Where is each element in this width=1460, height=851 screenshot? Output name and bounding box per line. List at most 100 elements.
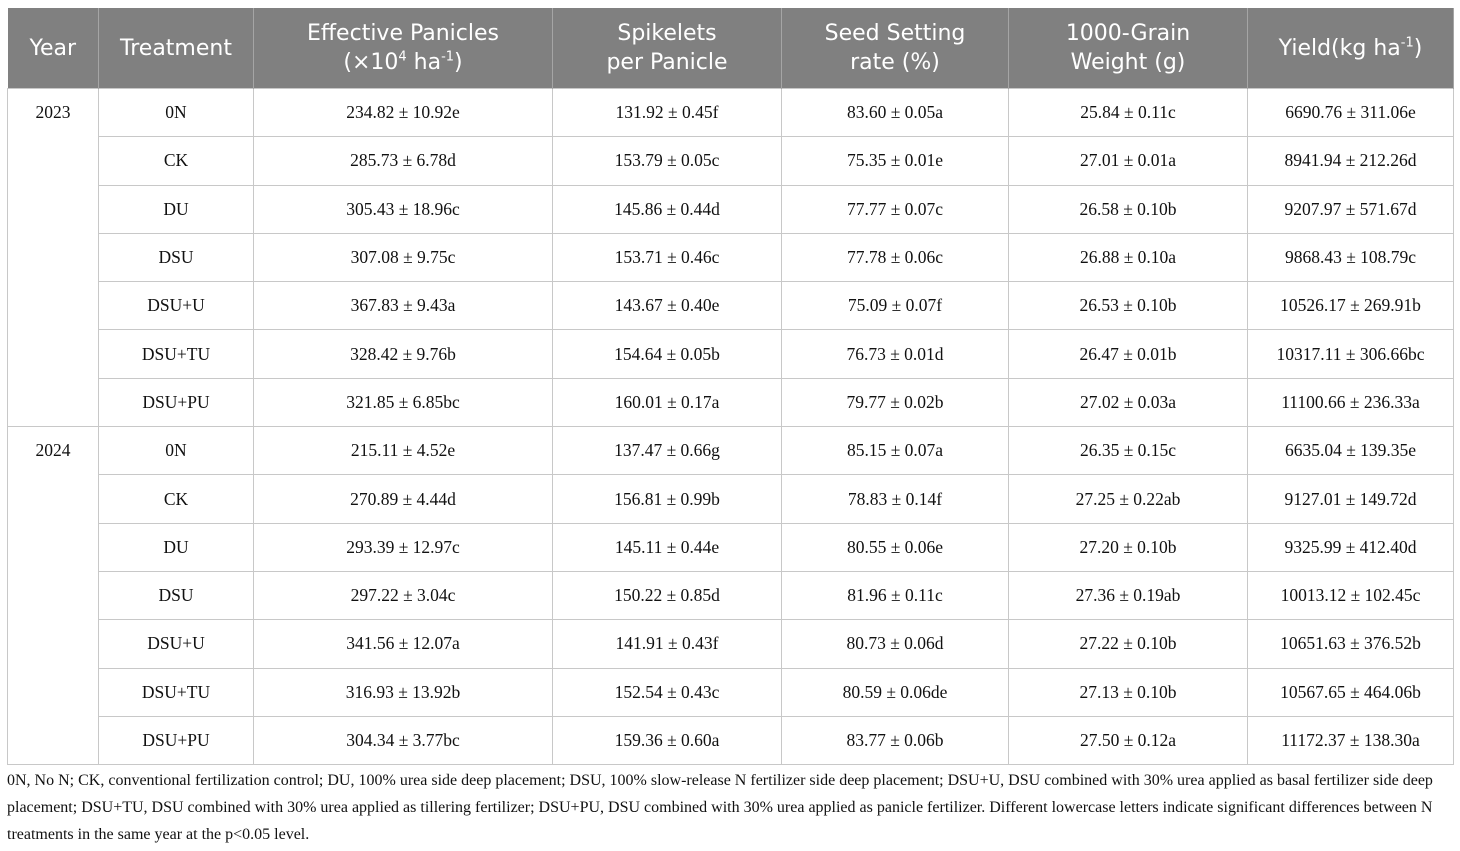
value-cell: 9127.01 ± 149.72d — [1247, 474, 1454, 524]
table-row: DSU+U 341.56 ± 12.07a 141.91 ± 0.43f 80.73 … — [8, 619, 1454, 669]
value-cell: 160.01 ± 0.17a — [552, 377, 782, 428]
treatment-cell: DSU+TU — [98, 329, 254, 379]
header-text: ) — [1413, 35, 1423, 61]
value-cell: 80.55 ± 0.06e — [781, 522, 1009, 572]
value-cell: 215.11 ± 4.52e — [253, 426, 553, 476]
value-cell: 153.71 ± 0.46c — [552, 232, 782, 283]
table-row: 2024 0N 215.11 ± 4.52e 137.47 ± 0.66g 85.15 … — [7, 426, 1454, 766]
value-cell: 307.08 ± 9.75c — [253, 232, 553, 283]
header-text: 1000-Grain — [1065, 21, 1191, 46]
value-cell: 26.88 ± 0.10a — [1008, 232, 1248, 283]
value-cell: 131.92 ± 0.45f — [552, 87, 782, 138]
treatment-cell: 0N — [98, 87, 254, 138]
header-superscript: -1 — [441, 49, 455, 65]
header-cell: Treatment — [98, 8, 254, 89]
treatment-cell: CK — [98, 474, 254, 524]
value-cell: 10317.11 ± 306.66bc — [1247, 329, 1454, 379]
table-body: 2023 0N 234.82 ± 10.92e 131.92 ± 0.45f 83.60… — [7, 87, 1454, 766]
value-cell: 316.93 ± 13.92b — [253, 667, 553, 717]
value-cell: 26.58 ± 0.10b — [1008, 184, 1248, 234]
header-cell: 1000-Grain Weight (g) — [1008, 8, 1248, 89]
header-text: Weight (g) — [1070, 50, 1186, 75]
value-cell: 305.43 ± 18.96c — [253, 184, 553, 234]
value-cell: 80.73 ± 0.06d — [781, 619, 1009, 669]
value-cell: 341.56 ± 12.07a — [253, 619, 553, 669]
value-cell: 10651.63 ± 376.52b — [1247, 619, 1454, 669]
treatment-cell: DSU — [98, 570, 254, 621]
value-cell: 321.85 ± 6.85bc — [253, 377, 553, 428]
treatment-cell: CK — [98, 136, 254, 186]
header-text: Treatment — [120, 35, 232, 61]
header-cell: Year — [7, 8, 99, 89]
header-text: Seed Setting — [824, 21, 966, 46]
value-cell: 75.09 ± 0.07f — [781, 281, 1009, 331]
value-cell: 25.84 ± 0.11c — [1008, 87, 1248, 138]
value-cell: 9207.97 ± 571.67d — [1247, 184, 1454, 234]
table-row: CK 285.73 ± 6.78d 153.79 ± 0.05c 75.35 ± 0.… — [8, 136, 1454, 186]
header-text: Effective Panicles — [307, 21, 499, 46]
value-cell: 27.20 ± 0.10b — [1008, 522, 1248, 572]
treatment-cell: DSU+U — [98, 281, 254, 331]
treatment-cell: DSU+TU — [98, 667, 254, 717]
footnote: 0N, No N; CK, conventional fertilization… — [7, 772, 1433, 843]
header-cell: Effective Panicles (×104 ha-1) — [253, 8, 553, 89]
value-cell: 27.13 ± 0.10b — [1008, 667, 1248, 717]
value-cell: 81.96 ± 0.11c — [781, 570, 1009, 621]
header-text: Yield(kg ha — [1278, 35, 1401, 61]
value-cell: 153.79 ± 0.05c — [552, 136, 782, 186]
table-row: DSU+U 367.83 ± 9.43a 143.67 ± 0.40e 75.09 ±… — [8, 281, 1454, 331]
value-cell: 10567.65 ± 464.06b — [1247, 667, 1454, 717]
header-text: ) — [454, 50, 463, 75]
header-superscript: -1 — [1400, 35, 1414, 51]
header-text: Spikelets — [617, 21, 717, 46]
value-cell: 234.82 ± 10.92e — [253, 87, 553, 138]
table-wrap: Year Treatment Effective Panicles (×104 ha-… — [7, 8, 1454, 766]
value-cell: 26.53 ± 0.10b — [1008, 281, 1248, 331]
header-text: Year — [29, 35, 77, 61]
treatment-cell: DSU — [98, 232, 254, 283]
value-cell: 76.73 ± 0.01d — [781, 329, 1009, 379]
value-cell: 77.77 ± 0.07c — [781, 184, 1009, 234]
treatment-cell: DSU+PU — [98, 377, 254, 428]
value-cell: 27.50 ± 0.12a — [1008, 715, 1248, 766]
value-cell: 26.35 ± 0.15c — [1008, 426, 1248, 476]
value-cell: 143.67 ± 0.40e — [552, 281, 782, 331]
header-row: Year Treatment Effective Panicles (×104 ha-… — [7, 8, 1454, 89]
value-cell: 78.83 ± 0.14f — [781, 474, 1009, 524]
year-cell: 2024 — [7, 426, 99, 766]
value-cell: 154.64 ± 0.05b — [552, 329, 782, 379]
value-cell: 27.02 ± 0.03a — [1008, 377, 1248, 428]
treatment-cell: DSU+U — [98, 619, 254, 669]
header-cell: Yield(kg ha-1) — [1247, 8, 1454, 89]
value-cell: 367.83 ± 9.43a — [253, 281, 553, 331]
value-cell: 83.77 ± 0.06b — [781, 715, 1009, 766]
table-row: 2023 0N 234.82 ± 10.92e 131.92 ± 0.45f 83.60… — [7, 87, 1454, 428]
value-cell: 83.60 ± 0.05a — [781, 87, 1009, 138]
value-cell: 285.73 ± 6.78d — [253, 136, 553, 186]
treatment-cell: DU — [98, 184, 254, 234]
treatment-cell: DU — [98, 522, 254, 572]
value-cell: 27.01 ± 0.01a — [1008, 136, 1248, 186]
value-cell: 11172.37 ± 138.30a — [1247, 715, 1454, 766]
table-row: DU 293.39 ± 12.97c 145.11 ± 0.44e 80.55 ± 0… — [8, 522, 1454, 572]
header-text: rate (%) — [850, 50, 940, 75]
value-cell: 304.34 ± 3.77bc — [253, 715, 553, 766]
value-cell: 80.59 ± 0.06de — [781, 667, 1009, 717]
header-cell: Seed Setting rate (%) — [781, 8, 1009, 89]
value-cell: 10526.17 ± 269.91b — [1247, 281, 1454, 331]
value-cell: 26.47 ± 0.01b — [1008, 329, 1248, 379]
value-cell: 85.15 ± 0.07a — [781, 426, 1009, 476]
year-cell: 2023 — [7, 87, 99, 428]
value-cell: 8941.94 ± 212.26d — [1247, 136, 1454, 186]
table-row: DSU+TU 328.42 ± 9.76b 154.64 ± 0.05b 76.73 … — [8, 329, 1454, 379]
value-cell: 145.11 ± 0.44e — [552, 522, 782, 572]
value-cell: 141.91 ± 0.43f — [552, 619, 782, 669]
table-row: DSU 297.22 ± 3.04c 150.22 ± 0.85d 81.96 ± 0… — [8, 570, 1454, 621]
value-cell: 152.54 ± 0.43c — [552, 667, 782, 717]
value-cell: 9325.99 ± 412.40d — [1247, 522, 1454, 572]
header-cell: Spikelets per Panicle — [552, 8, 782, 89]
value-cell: 6635.04 ± 139.35e — [1247, 426, 1454, 476]
value-cell: 293.39 ± 12.97c — [253, 522, 553, 572]
header-superscript: 4 — [398, 49, 407, 65]
